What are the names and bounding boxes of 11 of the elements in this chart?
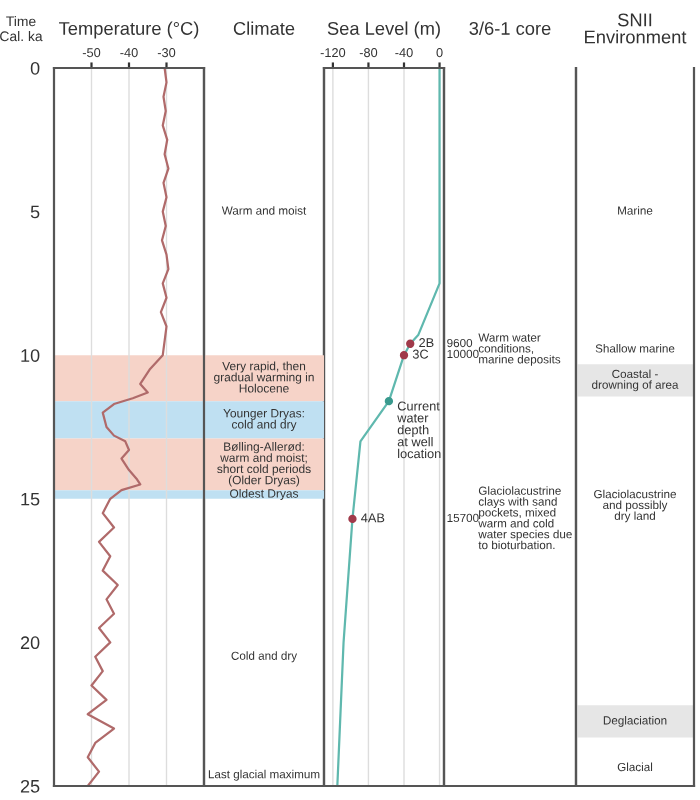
- y-tick-label: 15: [21, 492, 40, 506]
- y-tick-label: 0: [30, 61, 40, 75]
- y-tick-label: 5: [30, 205, 40, 219]
- chart-title: Temperature (°C): [59, 21, 199, 39]
- text: Climate: [233, 21, 295, 35]
- y-tick-label: 10: [21, 349, 40, 362]
- chart-title: Sea Level (m): [327, 21, 440, 39]
- text: SNII Environment: [585, 13, 687, 44]
- y-tick-label: 20: [20, 636, 40, 650]
- text: 3/6-1 core: [469, 21, 551, 35]
- y-tick-label: 25: [20, 779, 40, 793]
